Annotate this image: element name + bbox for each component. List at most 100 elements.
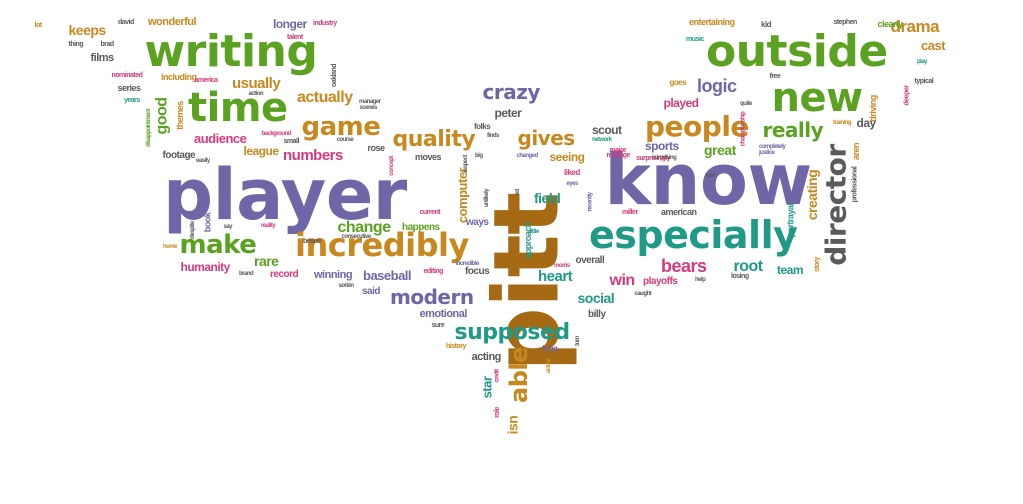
word-series: series [117, 82, 142, 93]
word-record: record [270, 269, 299, 280]
word-little: little [529, 229, 540, 235]
word-free: free [769, 72, 781, 80]
word-kid: kid [761, 20, 772, 29]
word-overall: overall [575, 255, 605, 266]
word-computer: computer [454, 167, 470, 223]
word-baseball: baseball [363, 267, 412, 283]
word-crazy: crazy [482, 80, 541, 104]
word-liked: liked [564, 168, 580, 177]
word-brad: brad [100, 40, 115, 48]
word-game: game [301, 112, 381, 142]
word-team: team [777, 263, 804, 277]
word-say: say [223, 224, 233, 230]
word-beane: beane [303, 237, 321, 245]
word-rare: rare [254, 253, 279, 269]
word-david: david [118, 18, 134, 26]
word-approach: approach [522, 221, 533, 259]
word-story: story [813, 256, 821, 272]
word-america: america [194, 76, 218, 84]
word-incredible: incredible [455, 261, 480, 267]
word-recently: recently [587, 192, 594, 212]
word-typical: typical [914, 77, 934, 85]
word-focus: focus [465, 266, 490, 277]
word-help: help [695, 277, 706, 283]
word-modern: modern [390, 285, 474, 309]
word-eyes: eyes [566, 181, 579, 187]
word-stephen: stephen [833, 18, 858, 26]
word-really: really [762, 118, 824, 142]
word-footage: footage [162, 150, 196, 161]
word-losing: losing [731, 272, 749, 280]
word-driving: driving [867, 94, 878, 122]
word-miller: miller [622, 208, 638, 216]
word-scenes: scenes [359, 105, 378, 111]
word-oakland: oakland [330, 63, 338, 87]
word-know: know [604, 139, 813, 221]
word-quite: quite [740, 101, 752, 107]
word-ways: ways [466, 217, 489, 228]
word-field: field [534, 190, 561, 206]
word-isn: isn [503, 415, 520, 435]
word-moves: moves [415, 151, 442, 162]
word-respect: respect [462, 155, 469, 173]
word-director: director [819, 144, 853, 266]
word-manager: manager [359, 99, 381, 105]
word-goes: goes [669, 78, 687, 87]
word-rose: rose [367, 142, 386, 153]
word-supposed: supposed [454, 320, 571, 345]
word-background: background [261, 131, 292, 137]
word-audience: audience [194, 130, 247, 146]
word-seeing: seeing [549, 150, 586, 164]
word-billy: billy [588, 309, 606, 320]
word-root: root [733, 258, 764, 275]
word-saw: saw [705, 173, 715, 179]
word-social: social [577, 290, 615, 306]
word-caught: caught [634, 291, 652, 297]
word-star: star [479, 376, 495, 398]
word-scout: scout [592, 123, 622, 137]
word-keeps: keeps [68, 22, 107, 38]
word-consecutive: consecutive [341, 234, 372, 240]
word-player: player [163, 154, 407, 236]
word-acting: acting [471, 350, 502, 363]
word-unlikely: unlikely [484, 188, 491, 208]
word-professional: professional [851, 166, 859, 202]
word-especially: especially [589, 213, 798, 257]
word-despite: despite [189, 221, 196, 239]
word-finds: finds [487, 133, 499, 139]
word-drama: drama [890, 16, 940, 36]
word-outside: outside [706, 26, 888, 77]
word-history: history [446, 342, 466, 350]
word-editing: editing [423, 267, 444, 275]
word-talent: talent [287, 33, 303, 41]
word-disappointment: disappointment [145, 109, 152, 147]
word-small: small [283, 137, 300, 145]
word-american: american [661, 206, 697, 217]
word-played: played [663, 96, 700, 110]
word-reality: reality [261, 223, 276, 229]
word-winning: winning [314, 268, 353, 281]
word-day: day [856, 116, 877, 130]
word-justice: justice [759, 150, 775, 156]
word-change: change [337, 219, 392, 236]
word-gives: gives [517, 126, 576, 150]
word-credit: credit [494, 369, 501, 383]
word-peter: peter [494, 106, 522, 120]
word-clearly: clearly [877, 18, 904, 29]
word-industry: industry [313, 19, 337, 27]
word-years: years [124, 96, 140, 104]
word-emotional: emotional [419, 307, 468, 320]
word-sure: sure [431, 321, 445, 329]
word-happens: happens [402, 222, 440, 233]
word-actual: actual [546, 358, 553, 374]
word-folks: folks [474, 122, 491, 131]
word-wonderful: wonderful [148, 15, 197, 28]
word-thing: thing [68, 40, 84, 48]
word-sorkin: sorkin [338, 283, 355, 289]
word-lot-2: lot [514, 189, 521, 195]
word-incredibly: incredibly [295, 226, 469, 264]
word-action: action [248, 91, 264, 97]
word-brand: brand [239, 271, 254, 277]
word-playoffs: playoffs [643, 276, 678, 287]
